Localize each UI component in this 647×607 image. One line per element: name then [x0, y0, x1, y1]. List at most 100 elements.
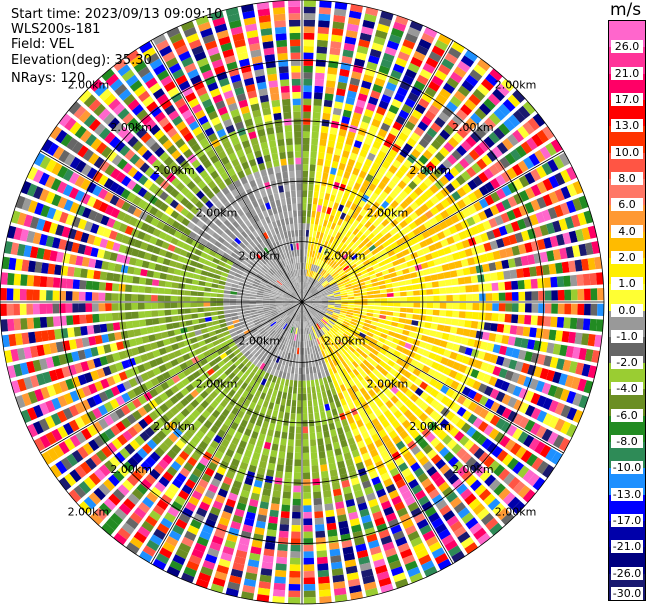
radar-gate: [169, 336, 177, 344]
radar-gate: [460, 452, 472, 464]
radar-gate: [216, 466, 227, 476]
radar-gate: [403, 451, 413, 461]
radar-gate: [314, 338, 319, 346]
radar-gate: [233, 392, 241, 401]
radar-gate: [191, 215, 200, 225]
radar-gate: [328, 462, 337, 471]
radar-gate: [214, 571, 228, 581]
radar-gate: [32, 289, 40, 301]
radar-gate: [360, 329, 368, 335]
radar-gate: [479, 122, 492, 134]
radar-gate: [46, 207, 57, 220]
radar-gate: [422, 246, 431, 255]
radar-gate: [347, 296, 355, 300]
radar-gate: [104, 388, 115, 400]
radar-gate: [470, 479, 482, 492]
radar-gate: [418, 154, 429, 165]
radar-gate: [388, 445, 398, 455]
radar-gate: [429, 410, 440, 420]
radar-gate: [330, 41, 342, 49]
radar-gate: [366, 309, 374, 313]
radar-gate: [443, 468, 455, 480]
radar-gate: [308, 406, 313, 414]
radar-gate: [6, 288, 14, 301]
radar-gate: [80, 413, 91, 426]
radar-gate: [568, 260, 576, 273]
radar-gate: [36, 344, 45, 357]
radar-gate: [414, 408, 424, 418]
radar-gate: [71, 141, 84, 154]
radar-gate: [23, 214, 33, 228]
radar-gate: [302, 282, 304, 289]
radar-gate: [285, 458, 293, 466]
radar-gate: [304, 347, 308, 355]
radar-gate: [317, 275, 323, 282]
radar-gate: [166, 421, 176, 432]
radar-gate: [379, 191, 389, 200]
radar-gate: [303, 485, 311, 493]
radar-gate: [139, 431, 150, 442]
radar-gate: [220, 482, 231, 492]
radar-gate: [149, 124, 161, 136]
radar-gate: [353, 290, 361, 294]
radar-gate: [319, 290, 326, 294]
radar-gate: [336, 169, 344, 177]
radar-gate: [516, 326, 524, 336]
radar-gate: [505, 247, 514, 258]
radar-gate: [307, 293, 313, 299]
radar-gate: [310, 326, 314, 334]
radar-gate: [386, 205, 395, 214]
radar-gate: [286, 280, 292, 286]
radar-gate: [365, 173, 374, 183]
radar-gate: [289, 570, 301, 578]
radar-gate: [333, 290, 340, 294]
radar-gate: [356, 45, 369, 55]
radar-gate: [286, 452, 294, 460]
radar-gate: [351, 146, 360, 155]
radar-gate: [302, 433, 309, 440]
radar-gate: [389, 405, 398, 414]
radar-gate: [263, 357, 269, 365]
radar-gate: [126, 117, 139, 130]
radar-gate: [462, 398, 472, 409]
radar-gate: [372, 385, 381, 394]
radar-gate: [191, 342, 200, 350]
radar-gate: [164, 399, 174, 409]
radar-gate: [146, 369, 156, 379]
radar-gate: [368, 539, 380, 549]
radar-gate: [219, 460, 229, 470]
radar-gate: [542, 397, 553, 410]
radar-gate: [254, 390, 262, 398]
radar-gate: [32, 359, 42, 372]
radar-gate: [289, 297, 296, 300]
radar-gate: [533, 252, 542, 264]
radar-gate: [316, 231, 321, 239]
radar-gate: [308, 413, 314, 420]
radar-gate: [411, 484, 423, 495]
radar-gate: [80, 268, 88, 278]
radar-gate: [63, 199, 74, 212]
radar-gate: [132, 386, 143, 397]
radar-gate: [146, 244, 155, 253]
radar-gate: [314, 345, 318, 353]
radar-gate: [280, 344, 286, 351]
radar-gate: [116, 434, 128, 446]
radar-gate: [321, 295, 328, 298]
radar-gate: [326, 288, 333, 293]
radar-gate: [498, 368, 508, 379]
radar-gate: [315, 385, 321, 393]
radar-gate: [181, 264, 190, 271]
radar-gate: [173, 268, 182, 276]
radar-gate: [439, 340, 448, 348]
radar-gate: [417, 423, 427, 433]
radar-gate: [323, 255, 328, 263]
radar-gate: [328, 297, 335, 300]
radar-gate: [297, 328, 300, 335]
radar-gate: [348, 194, 355, 203]
radar-gate: [74, 465, 87, 479]
radar-gate: [256, 304, 263, 307]
radar-gate: [380, 450, 390, 460]
radar-gate: [141, 443, 153, 455]
radar-gate: [478, 198, 489, 209]
radar-gate: [314, 511, 324, 519]
